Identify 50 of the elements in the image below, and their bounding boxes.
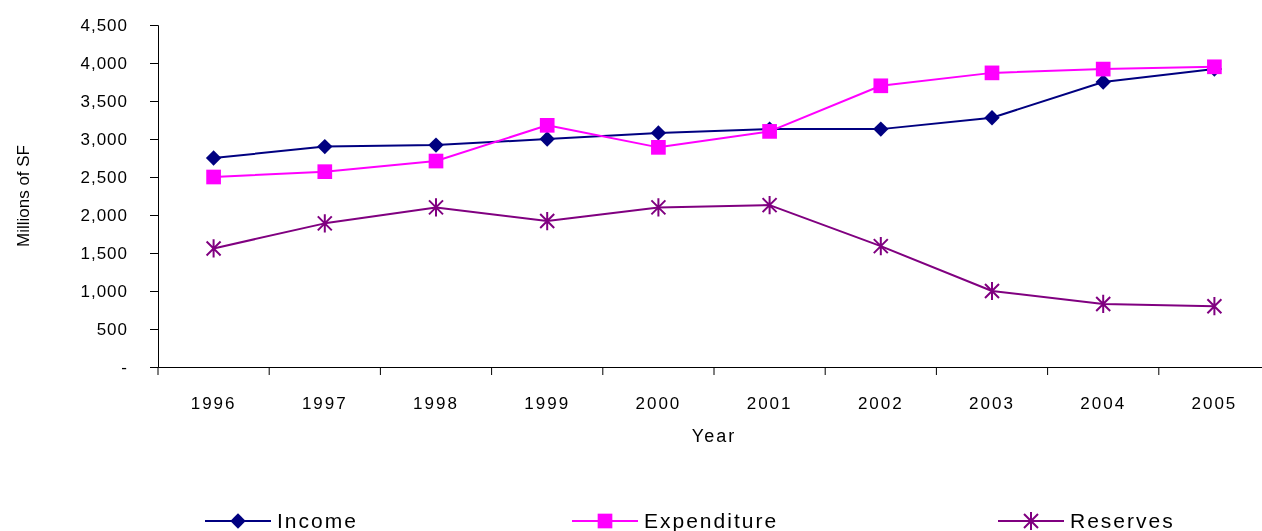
point xyxy=(428,153,444,169)
y-tick-label: 4,000 xyxy=(80,53,128,73)
point xyxy=(872,236,889,257)
legend-label: Reserves xyxy=(1070,509,1175,531)
legend-label: Income xyxy=(277,509,358,531)
y-tick-label: 1,000 xyxy=(80,281,128,301)
point xyxy=(205,238,222,259)
point xyxy=(205,150,222,166)
y-axis-title: Millions of SF xyxy=(14,144,33,248)
y-tick-label: - xyxy=(121,357,128,377)
point xyxy=(206,169,221,185)
point xyxy=(984,65,1000,81)
point xyxy=(873,78,889,94)
point xyxy=(1095,74,1111,90)
y-tick-label: 2,000 xyxy=(80,205,128,225)
x-tick-label: 2000 xyxy=(635,394,682,414)
point xyxy=(428,137,444,153)
point xyxy=(1095,293,1112,315)
point xyxy=(539,131,555,147)
x-tick-label: 2004 xyxy=(1080,394,1127,414)
x-tick-label: 1998 xyxy=(413,394,459,414)
point xyxy=(650,197,667,218)
y-tick-label: 3,000 xyxy=(80,129,128,149)
point xyxy=(1206,296,1223,317)
x-tick-label: 1999 xyxy=(524,394,571,414)
x-tick-label: 1997 xyxy=(301,394,348,414)
point xyxy=(539,210,556,232)
y-tick-label: 3,500 xyxy=(80,91,128,111)
point xyxy=(873,121,889,137)
x-axis-title: Year xyxy=(691,426,737,446)
x-tick-label: 2001 xyxy=(746,394,793,414)
y-tick-label: 1,500 xyxy=(80,243,128,263)
x-tick-label: 2002 xyxy=(857,394,904,414)
y-tick-label: 2,500 xyxy=(80,167,128,187)
point xyxy=(984,280,1000,302)
point xyxy=(316,213,333,234)
point xyxy=(650,125,667,141)
x-tick-label: 2005 xyxy=(1191,394,1238,414)
point xyxy=(428,197,444,218)
point xyxy=(984,110,1000,126)
point xyxy=(761,195,778,216)
point xyxy=(539,117,555,133)
point xyxy=(317,164,333,180)
point xyxy=(1095,61,1111,77)
x-tick-label: 1996 xyxy=(190,394,237,414)
point xyxy=(317,138,333,155)
point xyxy=(651,140,666,155)
x-tick-label: 2003 xyxy=(969,394,1015,414)
y-tick-label: 500 xyxy=(96,319,128,339)
y-tick-label: 4,500 xyxy=(80,15,128,35)
